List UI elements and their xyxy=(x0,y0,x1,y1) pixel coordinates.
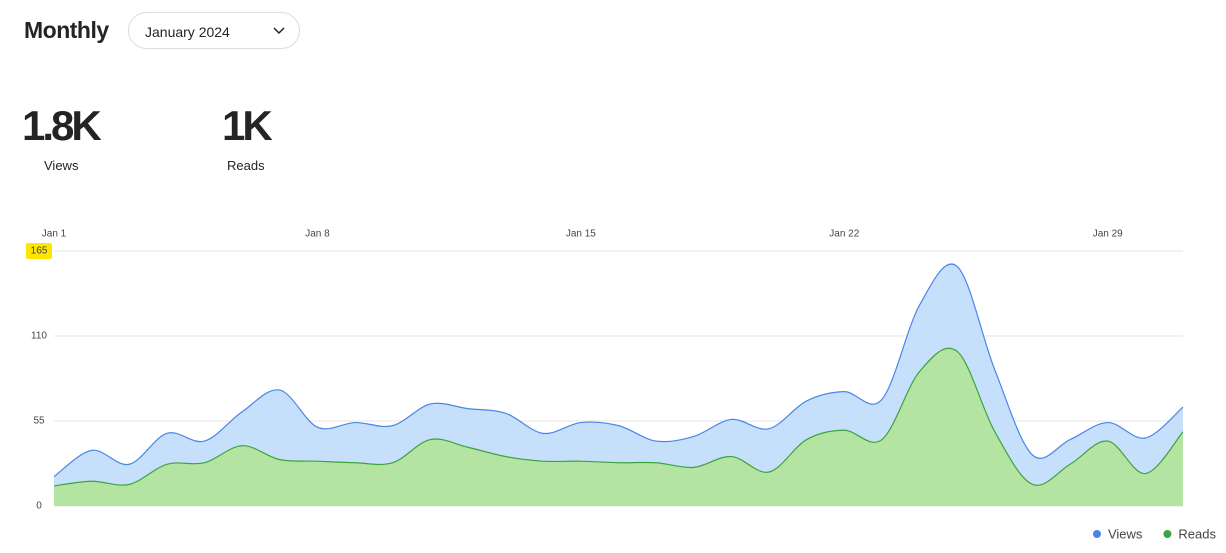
page-title: Monthly xyxy=(24,17,109,43)
legend-label: Reads xyxy=(1178,526,1216,541)
line xyxy=(53,263,1184,478)
x-tick-label: Jan 8 xyxy=(305,229,330,240)
stat-value: 1K xyxy=(222,102,273,149)
line xyxy=(53,347,1184,487)
stat-label: Reads xyxy=(227,158,265,173)
area xyxy=(54,348,1183,506)
x-tick-label: Jan 1 xyxy=(42,229,67,240)
legend-label: Views xyxy=(1108,526,1143,541)
y-tick-label: 110 xyxy=(31,331,47,342)
y-tick-label: 0 xyxy=(36,501,42,512)
x-tick-label: Jan 29 xyxy=(1093,229,1123,240)
period-label: January 2024 xyxy=(145,24,230,40)
tick-highlight xyxy=(26,243,52,259)
x-tick-label: Jan 15 xyxy=(566,229,596,240)
legend-dot xyxy=(1092,530,1101,538)
y-tick-label: 55 xyxy=(33,416,45,427)
legend-dot xyxy=(1163,530,1172,538)
stat-value: 1.8K xyxy=(22,102,102,149)
period-dropdown[interactable]: January 2024 xyxy=(128,12,300,49)
y-tick-label: 165 xyxy=(31,246,48,257)
stat-label: Views xyxy=(44,158,79,173)
x-tick-label: Jan 22 xyxy=(829,229,859,240)
chevron xyxy=(273,27,285,35)
